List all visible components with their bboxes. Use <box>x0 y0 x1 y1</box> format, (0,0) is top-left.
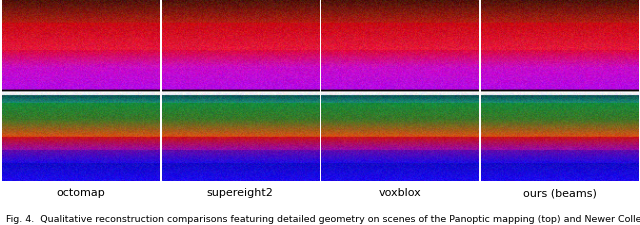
Text: supereight2: supereight2 <box>207 187 273 197</box>
Text: Fig. 4.  Qualitative reconstruction comparisons featuring detailed geometry on s: Fig. 4. Qualitative reconstruction compa… <box>6 214 640 223</box>
Text: ours (beams): ours (beams) <box>523 187 596 197</box>
Text: octomap: octomap <box>56 187 105 197</box>
Text: voxblox: voxblox <box>378 187 421 197</box>
